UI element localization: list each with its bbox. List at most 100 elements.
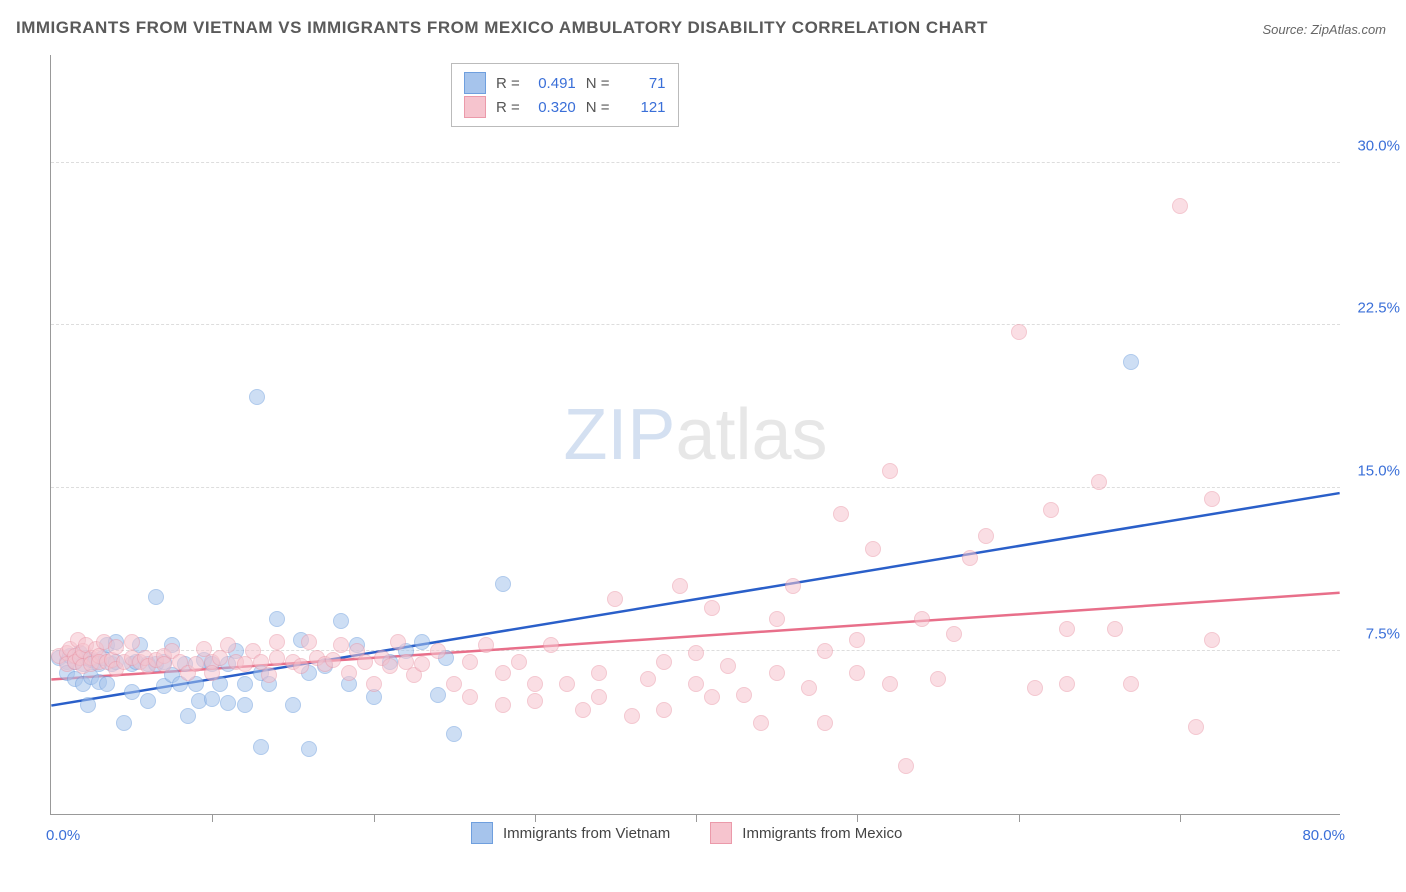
data-point-mexico: [543, 637, 559, 653]
data-point-mexico: [882, 463, 898, 479]
y-tick-label: 15.0%: [1357, 463, 1400, 480]
data-point-mexico: [704, 689, 720, 705]
data-point-vietnam: [430, 687, 446, 703]
data-point-mexico: [108, 639, 124, 655]
data-point-mexico: [366, 676, 382, 692]
data-point-vietnam: [237, 697, 253, 713]
data-point-mexico: [640, 671, 656, 687]
data-point-vietnam: [446, 726, 462, 742]
data-point-mexico: [1059, 621, 1075, 637]
chart-title: IMMIGRANTS FROM VIETNAM VS IMMIGRANTS FR…: [16, 18, 988, 38]
data-point-mexico: [325, 652, 341, 668]
data-point-mexico: [220, 637, 236, 653]
n-label: N =: [586, 99, 610, 116]
data-point-mexico: [462, 689, 478, 705]
y-tick-label: 7.5%: [1366, 626, 1400, 643]
swatch-vietnam: [464, 72, 486, 94]
data-point-mexico: [801, 680, 817, 696]
swatch-mexico: [464, 96, 486, 118]
x-tick: [374, 814, 375, 822]
data-point-mexico: [1091, 474, 1107, 490]
data-point-mexico: [817, 643, 833, 659]
data-point-mexico: [607, 591, 623, 607]
data-point-vietnam: [140, 693, 156, 709]
data-point-mexico: [849, 632, 865, 648]
legend-label-mexico: Immigrants from Mexico: [742, 825, 902, 842]
data-point-mexico: [914, 611, 930, 627]
data-point-vietnam: [124, 684, 140, 700]
data-point-mexico: [882, 676, 898, 692]
data-point-mexico: [624, 708, 640, 724]
y-tick-label: 22.5%: [1357, 300, 1400, 317]
data-point-mexico: [341, 665, 357, 681]
data-point-mexico: [1059, 676, 1075, 692]
x-axis-max-label: 80.0%: [1302, 827, 1345, 844]
data-point-vietnam: [237, 676, 253, 692]
data-point-mexico: [1011, 324, 1027, 340]
r-label: R =: [496, 99, 520, 116]
data-point-vietnam: [285, 697, 301, 713]
x-tick: [1180, 814, 1181, 822]
data-point-mexico: [301, 634, 317, 650]
data-point-mexico: [785, 578, 801, 594]
data-point-mexico: [559, 676, 575, 692]
data-point-mexico: [261, 667, 277, 683]
stats-row-mexico: R =0.320N =121: [464, 96, 666, 118]
data-point-mexico: [527, 676, 543, 692]
data-point-mexico: [124, 634, 140, 650]
data-point-mexico: [333, 637, 349, 653]
data-point-mexico: [591, 689, 607, 705]
series-legend: Immigrants from Vietnam Immigrants from M…: [471, 822, 902, 844]
n-value-vietnam: 71: [620, 75, 666, 92]
data-point-mexico: [293, 658, 309, 674]
data-point-mexico: [575, 702, 591, 718]
data-point-vietnam: [99, 676, 115, 692]
legend-item-vietnam: Immigrants from Vietnam: [471, 822, 670, 844]
trend-line-vietnam: [51, 493, 1339, 706]
data-point-mexico: [769, 611, 785, 627]
data-point-mexico: [753, 715, 769, 731]
stats-legend: R =0.491N =71R =0.320N =121: [451, 63, 679, 127]
data-point-mexico: [720, 658, 736, 674]
data-point-mexico: [188, 656, 204, 672]
x-tick: [696, 814, 697, 822]
data-point-vietnam: [80, 697, 96, 713]
x-tick: [857, 814, 858, 822]
x-tick: [1019, 814, 1020, 822]
data-point-mexico: [1204, 491, 1220, 507]
data-point-vietnam: [116, 715, 132, 731]
data-point-vietnam: [333, 613, 349, 629]
data-point-mexico: [849, 665, 865, 681]
data-point-mexico: [1107, 621, 1123, 637]
data-point-vietnam: [148, 589, 164, 605]
data-point-mexico: [390, 634, 406, 650]
data-point-mexico: [430, 643, 446, 659]
swatch-mexico: [710, 822, 732, 844]
data-point-mexico: [462, 654, 478, 670]
data-point-vietnam: [269, 611, 285, 627]
source-label: Source: ZipAtlas.com: [1262, 22, 1386, 37]
data-point-mexico: [495, 697, 511, 713]
x-tick: [535, 814, 536, 822]
data-point-mexico: [656, 702, 672, 718]
data-point-mexico: [1188, 719, 1204, 735]
data-point-mexico: [591, 665, 607, 681]
data-point-mexico: [357, 654, 373, 670]
data-point-mexico: [446, 676, 462, 692]
data-point-mexico: [495, 665, 511, 681]
data-point-mexico: [736, 687, 752, 703]
data-point-mexico: [527, 693, 543, 709]
data-point-mexico: [382, 658, 398, 674]
data-point-mexico: [962, 550, 978, 566]
data-point-mexico: [1043, 502, 1059, 518]
stats-row-vietnam: R =0.491N =71: [464, 72, 666, 94]
data-point-mexico: [688, 676, 704, 692]
data-point-mexico: [688, 645, 704, 661]
data-point-mexico: [511, 654, 527, 670]
data-point-mexico: [1204, 632, 1220, 648]
data-point-vietnam: [414, 634, 430, 650]
data-point-vietnam: [249, 389, 265, 405]
r-value-mexico: 0.320: [530, 99, 576, 116]
y-tick-label: 30.0%: [1357, 137, 1400, 154]
r-label: R =: [496, 75, 520, 92]
